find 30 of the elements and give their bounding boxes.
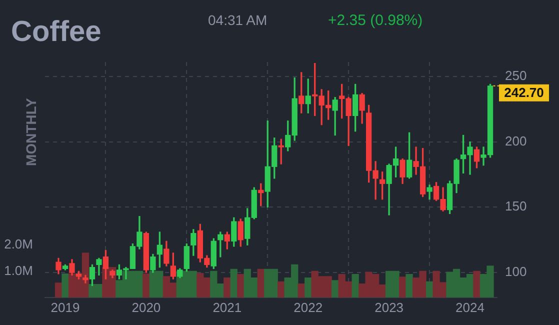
text: +2.35 (0.98%): [328, 12, 423, 29]
bar: [62, 274, 69, 298]
x-tick-label: 2022: [294, 300, 323, 315]
y-tick-label: 150: [505, 198, 527, 214]
annotation: 242.70: [504, 84, 544, 100]
chart-title: Coffee: [11, 16, 102, 49]
bar: [332, 280, 339, 298]
bar: [230, 268, 238, 298]
bar: [224, 277, 231, 298]
x-tick-label: 2024: [456, 300, 484, 315]
y2-tick-label: 1.0M: [4, 262, 33, 278]
bar: [406, 274, 413, 298]
bar: [142, 274, 150, 298]
bar: [278, 281, 285, 298]
y-tick-label: 250: [505, 68, 527, 83]
bar: [473, 270, 480, 298]
bar: [54, 282, 62, 298]
bar: [352, 274, 359, 298]
x-tick-label: 2023: [374, 300, 404, 315]
y-tick-label: 100: [505, 264, 527, 280]
y2-tick-label: 2.0M: [4, 236, 33, 252]
y-tick-label: 200: [505, 133, 527, 148]
bar: [398, 276, 406, 298]
bar: [304, 277, 312, 298]
x-tick-label: 2020: [132, 300, 161, 315]
bar: [237, 274, 244, 298]
text: MONTHLY: [23, 98, 39, 166]
x-tick-label: 2019: [50, 300, 80, 315]
text: 04:31 AM: [208, 12, 268, 28]
x-tick-label: 2021: [212, 300, 242, 315]
